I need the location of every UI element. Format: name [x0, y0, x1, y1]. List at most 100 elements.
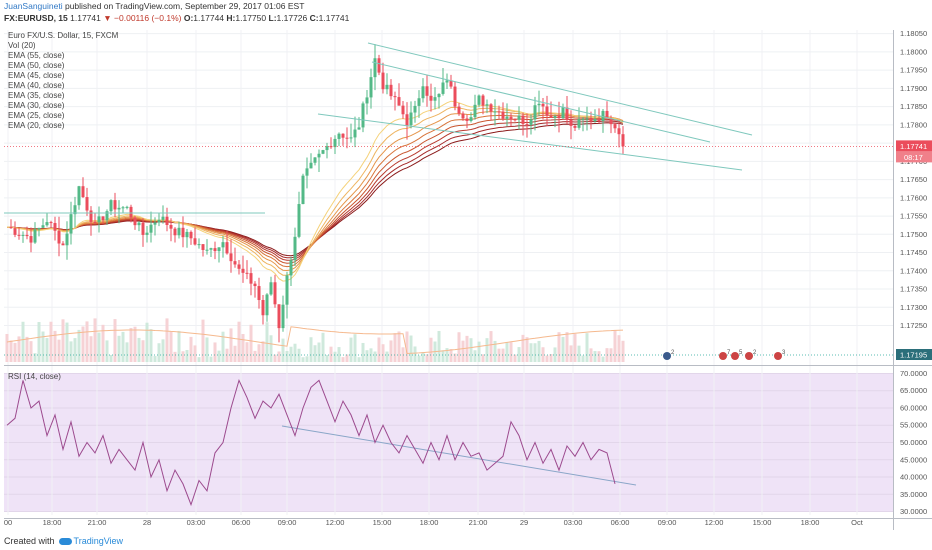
candle-body	[169, 224, 173, 229]
legend-item[interactable]: EMA (40, close)	[8, 81, 65, 90]
volume-bar	[129, 327, 133, 362]
volume-bar	[621, 340, 625, 362]
event-badge-icon	[745, 352, 753, 360]
candle-body	[565, 107, 569, 120]
time-tick-label: 12:00	[326, 518, 345, 527]
price-tick-label: 1.17950	[900, 66, 927, 75]
l-label: L:	[268, 13, 277, 23]
rsi-tick-label: 45.0000	[900, 455, 927, 464]
candle-body	[85, 197, 89, 211]
rsi-tick-label: 65.0000	[900, 386, 927, 395]
candle-body	[57, 230, 61, 244]
legend-item[interactable]: EMA (45, close)	[8, 71, 65, 80]
candle-body	[229, 253, 233, 262]
volume-bar	[65, 322, 69, 362]
candle-body	[249, 273, 253, 284]
high-value: 1.17750	[235, 13, 267, 23]
rsi-tick-label: 30.0000	[900, 507, 927, 516]
volume-bar	[417, 355, 421, 362]
volume-bar	[17, 336, 21, 362]
candle-body	[397, 97, 401, 106]
volume-bar	[221, 331, 225, 362]
candle-body	[485, 104, 489, 106]
candle-body	[13, 228, 17, 235]
volume-bar	[481, 354, 485, 362]
volume-bar	[209, 356, 213, 362]
legend-item[interactable]: EMA (35, close)	[8, 91, 65, 100]
candle-body	[309, 162, 313, 169]
price-tick-label: 1.17800	[900, 120, 927, 129]
volume-bar	[237, 321, 241, 362]
legend-item[interactable]: Vol (20)	[8, 41, 36, 50]
volume-bar	[493, 340, 497, 362]
author-link[interactable]: JuanSanguineti	[4, 1, 63, 11]
tradingview-brand[interactable]: TradingView	[73, 536, 124, 546]
price-tick-label: 1.17350	[900, 285, 927, 294]
volume-bar	[305, 356, 309, 362]
candle-body	[45, 222, 49, 226]
candle-body	[477, 95, 481, 105]
volume-bar	[257, 344, 261, 362]
volume-bar	[553, 347, 557, 362]
volume-bar	[105, 340, 109, 362]
candle-body	[33, 229, 37, 243]
candle-body	[589, 118, 593, 122]
h-label: H:	[226, 13, 236, 23]
candle-body	[361, 103, 365, 128]
legend-item[interactable]: EMA (30, close)	[8, 101, 65, 110]
candle-body	[177, 227, 181, 236]
volume-bar	[37, 322, 41, 362]
volume-bar	[521, 334, 525, 362]
volume-bar	[397, 331, 401, 362]
legend-item[interactable]: EMA (20, close)	[8, 121, 65, 130]
volume-bar	[389, 340, 393, 362]
event-badge-icon	[663, 352, 671, 360]
candle-body	[513, 119, 517, 121]
time-tick-label: 18:00	[801, 518, 820, 527]
time-tick-label: 18:00	[43, 518, 62, 527]
candle-body	[81, 186, 85, 198]
volume-bar	[317, 342, 321, 362]
volume-bar	[205, 337, 209, 362]
candle-body	[141, 222, 145, 235]
price-tick-label: 1.17900	[900, 84, 927, 93]
volume-bar	[613, 330, 617, 362]
tradingview-logo-icon	[58, 538, 72, 546]
volume-bar	[373, 351, 377, 362]
price-tick-label: 1.18000	[900, 47, 927, 56]
legend-item[interactable]: EMA (25, close)	[8, 111, 65, 120]
volume-bar	[181, 351, 185, 362]
candle-body	[193, 238, 197, 245]
candle-body	[253, 283, 257, 287]
candle-body	[381, 72, 385, 90]
ema-line	[6, 100, 624, 282]
candle-body	[125, 206, 129, 208]
candle-body	[365, 97, 369, 104]
candle-body	[417, 98, 421, 106]
candle-body	[553, 116, 557, 118]
volume-bar	[393, 333, 397, 362]
legend-item[interactable]: EMA (50, close)	[8, 61, 65, 70]
candle-body	[269, 282, 273, 295]
volume-bar	[385, 351, 389, 362]
trendline	[317, 113, 743, 171]
volume-bar	[29, 341, 33, 362]
event-badge-count: 5	[739, 350, 743, 356]
volume-bar	[133, 326, 137, 362]
rsi-tick-label: 35.0000	[900, 490, 927, 499]
price-tick-label: 1.17550	[900, 212, 927, 221]
volume-bar	[57, 339, 61, 362]
event-badge-count: 2	[671, 350, 675, 356]
candle-body	[577, 118, 581, 128]
candle-body	[341, 133, 345, 138]
candle-body	[525, 123, 529, 125]
candle-body	[353, 129, 357, 138]
volume-bar	[549, 354, 553, 362]
volume-bar	[381, 344, 385, 362]
rsi-legend[interactable]: RSI (14, close)	[8, 372, 61, 381]
candle-body	[557, 116, 561, 119]
rsi-tick-label: 50.0000	[900, 438, 927, 447]
candle-body	[585, 118, 589, 120]
legend-item[interactable]: EMA (55, close)	[8, 51, 65, 60]
